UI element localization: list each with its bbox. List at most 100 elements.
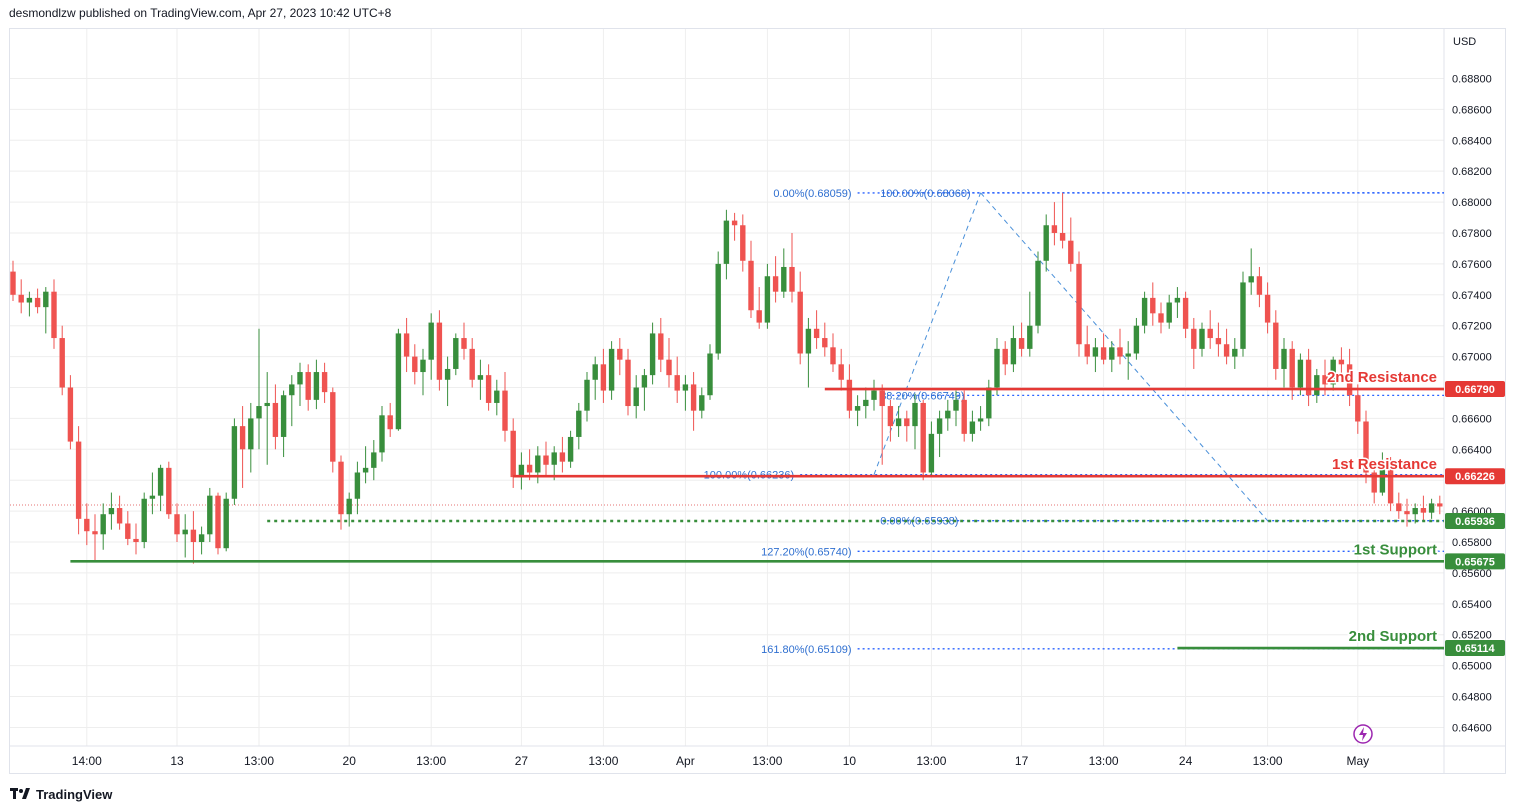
candle-body (338, 461, 344, 515)
x-tick-label: 13:00 (588, 754, 618, 768)
candle-body (289, 384, 295, 396)
candle-body (518, 464, 525, 478)
candle-body (371, 452, 377, 468)
candle-body (641, 375, 648, 388)
candle-body (477, 375, 484, 380)
candle-body (1396, 503, 1402, 512)
candle-body (551, 452, 557, 465)
footer: TradingView (10, 784, 112, 804)
candle-body (1059, 232, 1066, 241)
x-tick-label: 13:00 (1253, 754, 1283, 768)
y-tick-label: 0.66600 (1452, 413, 1492, 425)
y-tick-label: 0.65600 (1452, 568, 1492, 580)
candle-body (1297, 359, 1304, 388)
candle-body (986, 387, 992, 419)
candle-body (403, 333, 410, 357)
price-tag (1445, 381, 1505, 398)
lightning-icon[interactable] (1353, 724, 1373, 744)
candle-body (1010, 338, 1017, 365)
y-tick-label: 0.67400 (1452, 290, 1492, 302)
candle-body (149, 495, 156, 499)
candle-body (1338, 359, 1345, 365)
candle-body (510, 430, 516, 478)
candle-body (863, 399, 869, 407)
candle-body (215, 495, 221, 549)
fib-label: 0.00%(0.68059) (773, 188, 851, 200)
candle-body (772, 276, 779, 292)
candle-body (1387, 461, 1394, 504)
footer-brand[interactable]: TradingView (36, 786, 113, 802)
x-tick-label: 13:00 (1089, 754, 1119, 768)
candle-body (1437, 503, 1443, 507)
candle-body (1166, 302, 1172, 323)
candle-body (904, 418, 910, 427)
candle-body (330, 392, 336, 462)
candle-body (1158, 313, 1164, 323)
candle-body (485, 375, 492, 403)
price-tag-label: 0.65936 (1455, 516, 1495, 528)
candle-body (1305, 359, 1312, 396)
fib-label: 100.00%(0.68060) (880, 188, 971, 200)
candle-body (789, 266, 795, 292)
candle-body (625, 359, 631, 407)
candle-body (617, 348, 623, 360)
candle-body (1412, 508, 1418, 515)
candle-body (1100, 347, 1107, 360)
candle-body (1199, 328, 1205, 349)
tradingview-logo-icon[interactable] (10, 787, 30, 801)
candle-body (1215, 338, 1222, 345)
y-tick-label: 0.66400 (1452, 444, 1492, 456)
candle-body (18, 294, 24, 303)
candle-body (994, 348, 1000, 388)
candle-body (731, 220, 738, 226)
candle-body (174, 514, 180, 535)
trend-line (980, 192, 1268, 522)
candle-body (920, 402, 926, 473)
y-tick-label: 0.68400 (1452, 135, 1492, 147)
candle-body (362, 467, 369, 473)
publisher-header: desmondlzw published on TradingView.com,… (9, 6, 392, 20)
y-tick-label: 0.67200 (1452, 321, 1492, 333)
candle-body (354, 472, 361, 499)
candle-body (444, 368, 451, 380)
candle-body (1018, 338, 1025, 349)
candle-body (1084, 344, 1090, 357)
candle-body (1330, 359, 1336, 385)
candle-body (674, 375, 680, 391)
candle-body (420, 359, 426, 373)
candle-body (166, 467, 172, 515)
candle-body (1191, 328, 1197, 349)
chart-frame (9, 28, 1506, 774)
price-tag (1445, 468, 1505, 485)
candle-body (84, 518, 90, 532)
candle-body (1133, 325, 1140, 354)
candle-body (280, 395, 287, 437)
candle-body (576, 410, 582, 437)
y-tick-label: 0.64800 (1452, 692, 1492, 704)
candle-body (928, 433, 935, 473)
candle-body (912, 402, 918, 427)
candle-body (543, 455, 549, 465)
x-tick-label: 10 (843, 754, 857, 768)
candle-body (1371, 472, 1377, 493)
support-label: 1st Support (1354, 541, 1437, 558)
price-tag (1445, 513, 1505, 530)
candle-body (125, 523, 131, 539)
candle-body (387, 415, 393, 430)
x-tick-label: 17 (1015, 754, 1029, 768)
y-tick-label: 0.65200 (1452, 630, 1492, 642)
x-tick-label: 13:00 (752, 754, 782, 768)
candle-body (658, 333, 664, 360)
candle-body (1240, 282, 1246, 349)
candle-body (1314, 375, 1320, 396)
candle-body (75, 441, 82, 519)
candle-body (133, 538, 139, 543)
x-tick-label: 27 (515, 754, 529, 768)
candle-body (395, 333, 402, 430)
candle-body (141, 498, 147, 543)
candle-body (182, 529, 188, 535)
candle-body (764, 276, 771, 323)
candle-body (100, 514, 106, 535)
candle-body (633, 387, 639, 407)
